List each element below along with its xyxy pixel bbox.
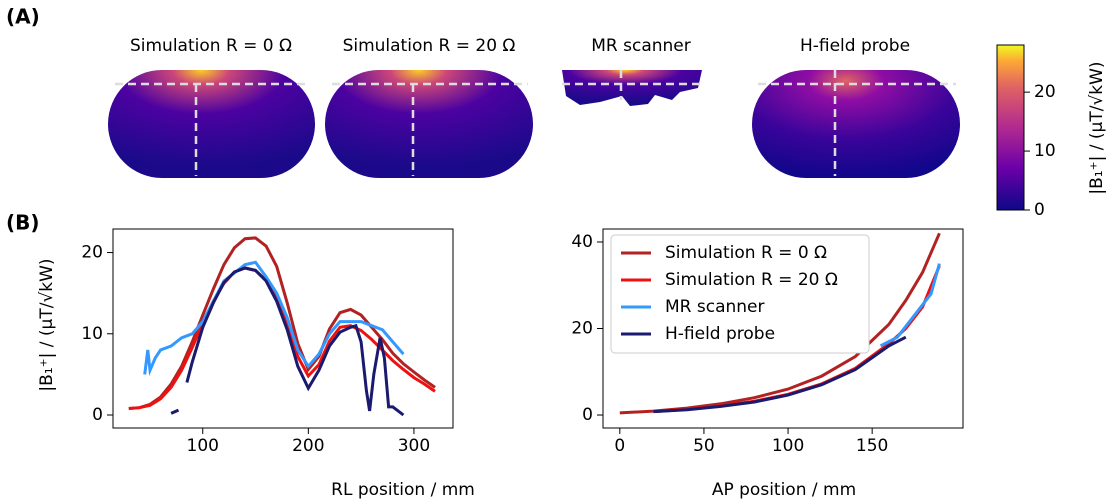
- y-tick-label: 40: [571, 232, 593, 252]
- colorbar-body: [997, 45, 1024, 210]
- colorbar-label: |B₁⁺| / (μT/√kW): [1087, 61, 1107, 194]
- map: [752, 70, 960, 178]
- map: [108, 70, 315, 178]
- x-tick-label: 300: [398, 436, 430, 456]
- map: [325, 70, 533, 178]
- map-title: Simulation R = 20 Ω: [343, 36, 516, 56]
- colorbar-tick-label: 10: [1034, 141, 1056, 161]
- panel-label: (B): [6, 211, 40, 235]
- x-tick-label: 0: [614, 436, 625, 456]
- heatmaps: Simulation R = 0 Ω Simulation R = 20 Ω M…: [108, 36, 960, 178]
- map-title: MR scanner: [591, 36, 691, 56]
- panel-label: (A): [6, 5, 40, 29]
- legend-label: MR scanner: [665, 297, 765, 317]
- map-title: H-field probe: [800, 36, 910, 56]
- x-axis-title: AP position / mm: [712, 480, 856, 500]
- x-axis-title: RL position / mm: [331, 480, 475, 500]
- x-tick-label: 50: [693, 436, 715, 456]
- y-axis-title: |B₁⁺| / (μT/√kW): [37, 258, 57, 391]
- legend-label: H-field probe: [665, 324, 775, 344]
- x-tick-label: 100: [772, 436, 804, 456]
- y-tick-label: 20: [571, 319, 593, 339]
- plot-area: [113, 229, 453, 428]
- y-tick-label: 20: [81, 243, 103, 263]
- data-line: [881, 264, 940, 346]
- x-tick-label: 200: [292, 436, 324, 456]
- y-tick-label: 0: [92, 405, 103, 425]
- data-line: [171, 268, 403, 415]
- y-tick-label: 10: [81, 324, 103, 344]
- figure: (A) (B) Simulation R = 0 Ω Simulation R …: [0, 0, 1112, 503]
- colorbar: [997, 45, 1024, 210]
- x-tick-label: 150: [856, 436, 888, 456]
- x-tick-label: 100: [187, 436, 219, 456]
- map: [562, 70, 702, 106]
- map-title: Simulation R = 0 Ω: [130, 36, 292, 56]
- y-tick-label: 0: [582, 405, 593, 425]
- legend-label: Simulation R = 0 Ω: [665, 243, 827, 263]
- legend-label: Simulation R = 20 Ω: [665, 270, 838, 290]
- colorbar-tick-label: 20: [1034, 82, 1056, 102]
- colorbar-tick-label: 0: [1034, 200, 1045, 220]
